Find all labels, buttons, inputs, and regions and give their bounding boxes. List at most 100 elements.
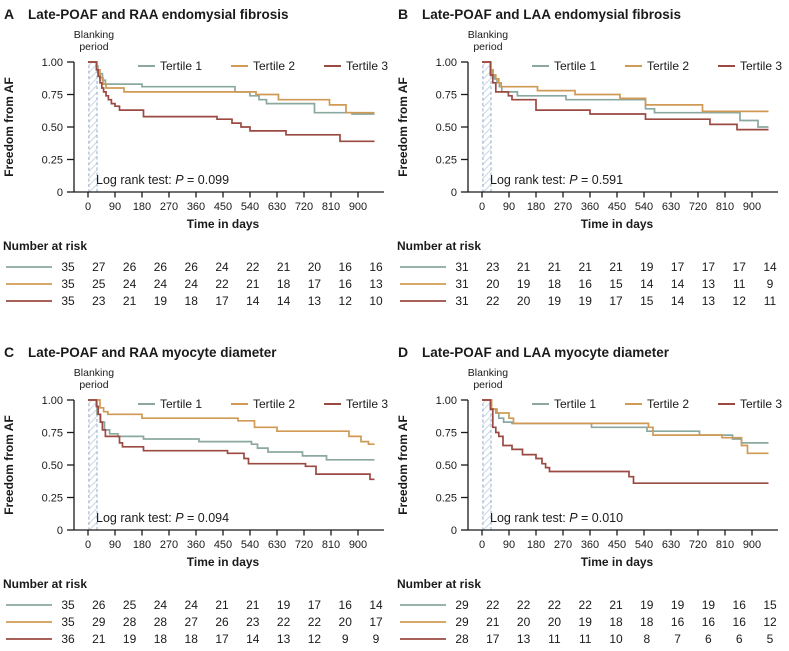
svg-text:23: 23 [246, 615, 260, 629]
svg-text:28: 28 [123, 615, 137, 629]
svg-text:Tertile 2: Tertile 2 [647, 397, 689, 411]
svg-text:7: 7 [674, 632, 681, 646]
svg-text:21: 21 [246, 598, 260, 612]
svg-text:16: 16 [339, 598, 353, 612]
svg-text:720: 720 [295, 539, 313, 551]
svg-text:21: 21 [486, 615, 500, 629]
svg-text:16: 16 [579, 277, 593, 291]
svg-text:0.75: 0.75 [436, 427, 457, 439]
svg-text:20: 20 [517, 294, 531, 308]
panel-d-title: D Late-POAF and LAA myocyte diameter [394, 340, 789, 364]
svg-text:630: 630 [662, 539, 680, 551]
svg-text:31: 31 [455, 277, 469, 291]
svg-text:Tertile 1: Tertile 1 [160, 397, 202, 411]
svg-text:180: 180 [133, 539, 151, 551]
svg-text:27: 27 [185, 615, 199, 629]
y-axis-label: Freedom from AF [396, 415, 410, 515]
svg-text:360: 360 [187, 539, 205, 551]
svg-text:900: 900 [743, 539, 761, 551]
svg-text:17: 17 [308, 598, 322, 612]
svg-text:29: 29 [92, 615, 106, 629]
svg-text:270: 270 [160, 201, 178, 213]
svg-text:0: 0 [451, 187, 457, 199]
y-axis-ticks: 1.00 0.75 0.50 0.25 0 [436, 57, 468, 199]
svg-text:Tertile 1: Tertile 1 [554, 397, 596, 411]
svg-text:20: 20 [517, 615, 531, 629]
svg-text:17: 17 [609, 294, 623, 308]
svg-text:14: 14 [671, 277, 685, 291]
svg-text:90: 90 [503, 201, 515, 213]
svg-text:22: 22 [579, 598, 593, 612]
svg-text:21: 21 [609, 598, 623, 612]
svg-text:24: 24 [154, 598, 168, 612]
svg-text:810: 810 [322, 201, 340, 213]
svg-text:16: 16 [339, 260, 353, 274]
risk-row-tertile2: 35 25 24 24 24 22 21 18 17 16 13 [6, 277, 383, 291]
svg-text:10: 10 [609, 632, 623, 646]
svg-text:20: 20 [486, 277, 500, 291]
svg-text:0.50: 0.50 [436, 460, 457, 472]
svg-text:Tertile 1: Tertile 1 [554, 59, 596, 73]
svg-text:16: 16 [369, 260, 383, 274]
svg-text:31: 31 [455, 260, 469, 274]
svg-text:900: 900 [349, 539, 367, 551]
svg-text:20: 20 [339, 615, 353, 629]
x-axis-ticks: 0 90 180 270 360 450 540 630 720 810 900 [85, 530, 367, 551]
svg-text:35: 35 [61, 260, 75, 274]
risk-row-tertile1: 35 27 26 26 26 24 22 21 20 16 16 [6, 260, 383, 274]
km-curve-tertile3 [482, 399, 769, 485]
panel-a-title-text: Late-POAF and RAA endomysial fibrosis [28, 7, 289, 22]
svg-text:810: 810 [716, 201, 734, 213]
svg-text:19: 19 [702, 598, 716, 612]
x-axis-label: Time in days [187, 555, 260, 569]
svg-text:540: 540 [241, 201, 259, 213]
svg-text:6: 6 [736, 632, 743, 646]
risk-row-tertile2: 29 21 20 20 19 18 18 16 16 16 12 [400, 615, 777, 629]
svg-text:17: 17 [215, 294, 229, 308]
svg-text:26: 26 [123, 260, 137, 274]
svg-text:9: 9 [767, 277, 774, 291]
svg-text:1.00: 1.00 [436, 57, 457, 69]
svg-text:period: period [473, 379, 502, 391]
svg-text:0.75: 0.75 [42, 89, 63, 101]
svg-text:28: 28 [154, 615, 168, 629]
svg-text:0: 0 [451, 525, 457, 537]
svg-text:14: 14 [369, 598, 383, 612]
svg-text:180: 180 [133, 201, 151, 213]
svg-text:26: 26 [215, 615, 229, 629]
svg-text:35: 35 [61, 598, 75, 612]
svg-text:0.25: 0.25 [42, 492, 63, 504]
km-curve-tertile1 [482, 61, 769, 128]
y-axis-ticks: 1.00 0.75 0.50 0.25 0 [436, 395, 468, 537]
svg-text:22: 22 [308, 615, 322, 629]
svg-text:16: 16 [671, 615, 685, 629]
svg-text:90: 90 [109, 201, 121, 213]
svg-text:16: 16 [339, 277, 353, 291]
svg-text:0.25: 0.25 [436, 154, 457, 166]
svg-text:90: 90 [503, 539, 515, 551]
km-curve-tertile1 [88, 61, 375, 115]
svg-text:450: 450 [608, 539, 626, 551]
svg-text:0.25: 0.25 [436, 492, 457, 504]
svg-text:35: 35 [61, 277, 75, 291]
svg-text:540: 540 [635, 201, 653, 213]
svg-text:11: 11 [548, 632, 561, 646]
svg-text:19: 19 [154, 294, 168, 308]
svg-text:13: 13 [277, 632, 291, 646]
svg-text:26: 26 [92, 598, 106, 612]
km-curve-tertile1 [482, 399, 769, 444]
log-rank-text: Log rank test: P = 0.591 [490, 173, 623, 187]
panel-d-letter: D [398, 344, 409, 360]
svg-text:13: 13 [308, 294, 322, 308]
svg-text:18: 18 [154, 632, 168, 646]
number-at-risk-label: Number at risk [3, 239, 87, 253]
svg-text:17: 17 [671, 260, 685, 274]
x-axis-ticks: 0 90 180 270 360 450 540 630 720 810 900 [85, 192, 367, 213]
svg-text:0.50: 0.50 [436, 122, 457, 134]
svg-text:17: 17 [702, 260, 716, 274]
